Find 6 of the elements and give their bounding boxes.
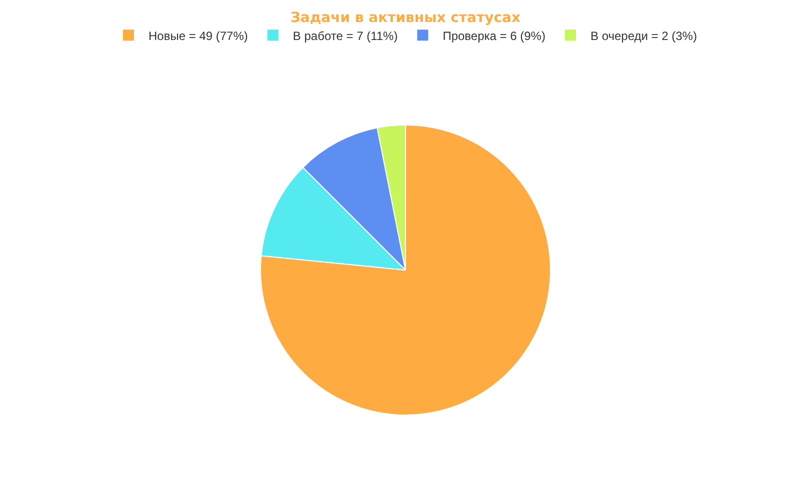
legend-label: В очереди = 2 (3%) (590, 28, 697, 43)
chart-title: Задачи в активных статусах (290, 10, 521, 26)
legend-label: Новые = 49 (77%) (148, 28, 248, 43)
pie-slice (260, 124, 551, 416)
legend-label: Проверка = 6 (9%) (442, 28, 546, 43)
legend-label: В работе = 7 (11%) (292, 28, 398, 43)
